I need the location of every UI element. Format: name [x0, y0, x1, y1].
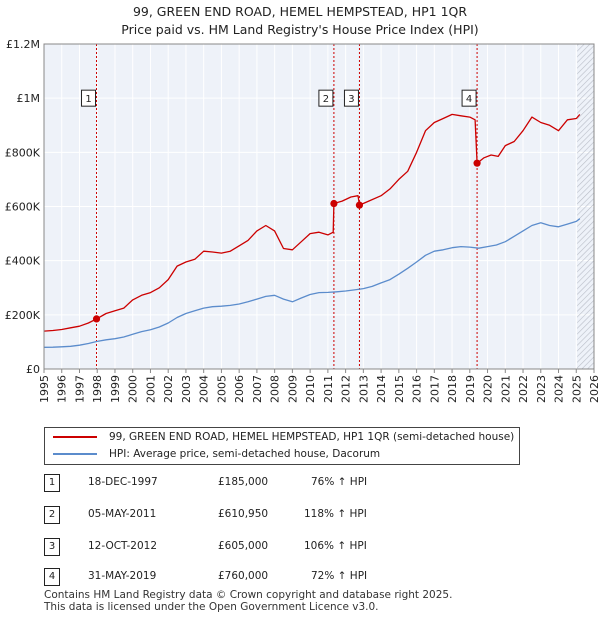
sale-label-box [343, 89, 359, 107]
sale-label-box [461, 89, 477, 107]
sale-label-box [318, 89, 334, 107]
x-tick-label: 2006 [233, 375, 246, 403]
x-tick-label: 1999 [109, 375, 122, 403]
legend-swatch-property [53, 436, 97, 438]
plot-frame [43, 43, 595, 370]
sale-hpi-change: 76% ↑ HPI [311, 476, 368, 488]
x-tick-label: 2008 [269, 375, 282, 403]
y-tick-label: £600K [5, 201, 41, 214]
y-tick-label: £0 [26, 363, 40, 376]
x-tick-label: 2002 [162, 375, 175, 403]
hpi-line [44, 218, 581, 348]
x-tick-label: 2023 [535, 375, 548, 403]
sale-hpi-change: 106% ↑ HPI [304, 540, 367, 552]
sale-number-badge: 3 [44, 538, 60, 556]
x-tick-label: 1997 [73, 375, 86, 403]
sale-point [355, 201, 364, 209]
x-tick-label: 2017 [428, 375, 441, 403]
sale-point [330, 199, 338, 208]
x-tick-label: 1996 [56, 375, 69, 403]
legend-label-hpi: HPI: Average price, semi-detached house,… [109, 448, 381, 460]
x-tick-label: 2011 [322, 375, 335, 403]
sale-label: 4 [466, 94, 472, 105]
y-tick-label: £1.2M [6, 38, 40, 51]
x-tick-label: 2016 [411, 375, 424, 403]
x-tick-label: 2021 [499, 375, 512, 403]
sale-price: £760,000 [218, 570, 269, 582]
footer-copyright: Contains HM Land Registry data © Crown c… [44, 589, 453, 601]
sale-date: 12-OCT-2012 [88, 540, 157, 552]
sale-date: 18-DEC-1997 [88, 476, 158, 488]
sale-label: 2 [323, 94, 329, 105]
sale-price: £185,000 [218, 476, 269, 488]
x-tick-label: 2019 [464, 375, 477, 403]
sale-date: 05-MAY-2011 [88, 508, 157, 520]
legend-swatch-hpi [53, 453, 97, 455]
footer-licence: This data is licensed under the Open Gov… [44, 601, 379, 613]
sale-hpi-change: 72% ↑ HPI [311, 570, 368, 582]
x-tick-label: 2015 [393, 375, 406, 403]
x-tick-label: 2003 [180, 375, 193, 403]
x-tick-label: 2005 [215, 375, 228, 403]
y-tick-label: £400K [5, 255, 41, 268]
x-tick-label: 2007 [251, 375, 264, 403]
y-tick-label: £800K [5, 146, 41, 159]
forecast-hatch [577, 44, 594, 369]
sale-number-badge: 1 [44, 474, 60, 492]
sale-number-badge: 2 [44, 506, 60, 524]
x-tick-label: 2018 [446, 375, 459, 403]
sale-point [473, 159, 481, 167]
x-tick-label: 2009 [286, 375, 299, 403]
x-tick-label: 2001 [144, 375, 157, 403]
chart-title-line-2: Price paid vs. HM Land Registry's House … [121, 22, 479, 37]
x-tick-label: 2022 [517, 375, 530, 403]
x-tick-label: 2013 [357, 375, 370, 403]
x-tick-label: 2012 [340, 375, 353, 403]
chart-title-line-1: 99, GREEN END ROAD, HEMEL HEMPSTEAD, HP1… [132, 4, 468, 19]
y-tick-label: £1M [17, 92, 41, 105]
sale-date: 31-MAY-2019 [88, 570, 157, 582]
sale-price: £605,000 [218, 540, 269, 552]
x-tick-label: 2024 [553, 375, 566, 403]
legend-label-property: 99, GREEN END ROAD, HEMEL HEMPSTEAD, HP1… [109, 431, 515, 443]
price-chart: 1 2 3 4 £0 £200K £400K £600K £800K £1M £1.2M 1995 1… [5, 38, 600, 403]
sale-label: 1 [85, 94, 91, 105]
sale-hpi-change: 118% ↑ HPI [304, 508, 367, 520]
x-tick-label: 2004 [198, 375, 211, 403]
x-tick-label: 2000 [127, 375, 140, 403]
sale-number-badge: 4 [44, 568, 60, 586]
x-tick-label: 2026 [588, 375, 600, 403]
sale-label: 3 [348, 94, 354, 105]
x-tick-label: 1998 [91, 375, 104, 403]
legend: 99, GREEN END ROAD, HEMEL HEMPSTEAD, HP1… [44, 427, 520, 465]
x-tick-label: 2025 [570, 375, 583, 403]
legend-item-hpi: HPI: Average price, semi-detached house,… [53, 446, 380, 462]
y-tick-label: £200K [5, 309, 41, 322]
sale-point [92, 315, 101, 323]
property-price-line [44, 113, 581, 332]
sale-price: £610,950 [218, 508, 269, 520]
x-tick-label: 1995 [38, 375, 51, 403]
legend-item-property: 99, GREEN END ROAD, HEMEL HEMPSTEAD, HP1… [53, 429, 514, 445]
sale-label-box [81, 89, 97, 107]
x-tick-label: 2014 [375, 375, 388, 403]
x-tick-label: 2010 [304, 375, 317, 403]
x-tick-label: 2020 [482, 375, 495, 403]
